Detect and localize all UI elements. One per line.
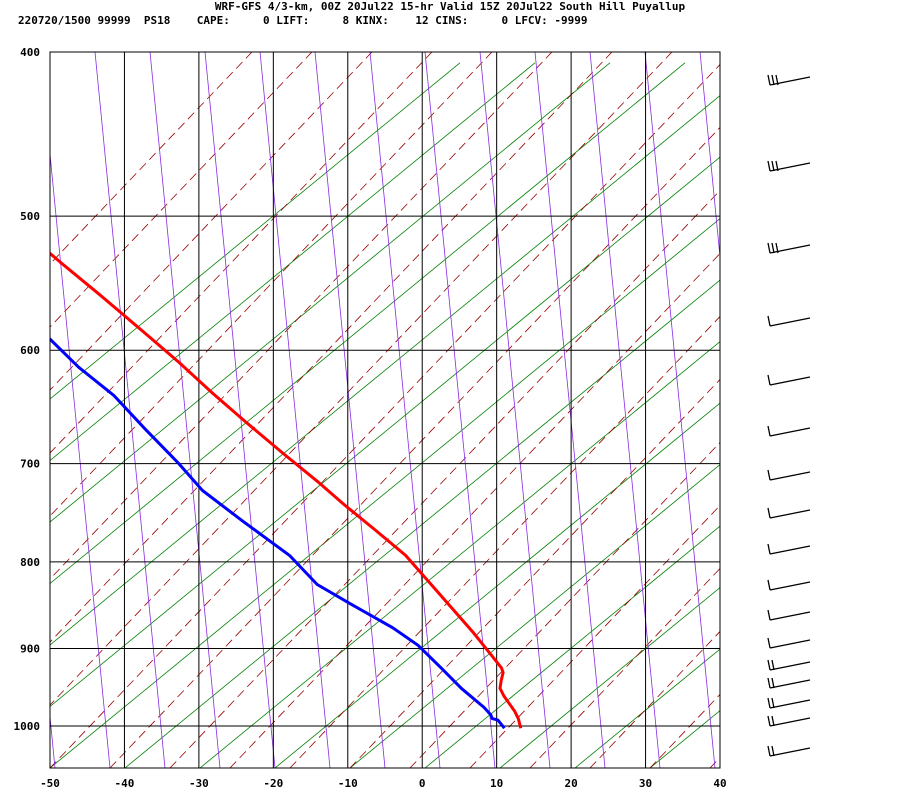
moist-adiabat [890, 12, 900, 768]
moist-adiabat [50, 52, 673, 706]
dry-adiabat [800, 63, 900, 768]
wind-barb [767, 74, 811, 86]
moist-adiabat [529, 567, 720, 768]
moist-adiabat [50, 52, 553, 580]
y-tick-label: 500 [20, 210, 40, 223]
wind-barb [767, 315, 811, 327]
x-tick-label: 10 [490, 777, 503, 790]
chart-title: WRF-GFS 4/3-km, 00Z 20Jul22 15-hr Valid … [214, 0, 686, 13]
dry-adiabat [725, 63, 900, 768]
y-tick-label: 900 [20, 642, 40, 655]
moist-adiabat [229, 252, 720, 768]
moist-adiabat [50, 52, 613, 643]
x-tick-label: 40 [713, 777, 726, 790]
dry-adiabat [875, 63, 900, 768]
dry-adiabat [649, 710, 720, 768]
wind-barb [767, 637, 811, 649]
moist-adiabat [649, 693, 720, 768]
wind-barb [767, 374, 811, 386]
y-tick-label: 600 [20, 344, 40, 357]
wind-barb [767, 579, 811, 591]
moist-adiabat [709, 756, 720, 768]
dry-adiabat [349, 464, 720, 768]
mixing-ratio-line [479, 52, 551, 768]
moist-adiabat [409, 441, 720, 768]
moist-adiabat [50, 52, 373, 391]
y-tick-label: 1000 [14, 720, 41, 733]
x-tick-label: -30 [189, 777, 209, 790]
moist-adiabat [830, 12, 900, 768]
dry-adiabat [50, 62, 536, 462]
x-tick-label: -50 [40, 777, 60, 790]
dry-adiabat [50, 218, 720, 768]
dry-adiabat [50, 62, 461, 400]
moist-adiabat [289, 315, 720, 768]
moist-adiabat [469, 504, 720, 768]
dewpoint-trace [50, 336, 506, 730]
moist-adiabat [50, 52, 493, 517]
moist-adiabat [50, 52, 433, 454]
dry-adiabat [50, 62, 686, 585]
wind-barb [767, 543, 811, 555]
dry-adiabat [124, 279, 720, 768]
dry-adiabat [199, 341, 720, 768]
moist-adiabat [589, 630, 720, 768]
temperature-trace [50, 251, 523, 729]
wind-barb [767, 425, 811, 437]
mixing-ratio-line [314, 52, 386, 768]
wind-barb [767, 609, 811, 621]
dry-adiabat [50, 62, 611, 523]
moist-adiabat [169, 189, 720, 768]
moist-adiabat [109, 126, 720, 768]
x-tick-label: 30 [639, 777, 652, 790]
mixing-ratio-line [204, 52, 276, 768]
wind-barb [767, 242, 811, 254]
mixing-ratio-line [50, 712, 56, 768]
y-tick-label: 400 [20, 46, 40, 59]
x-tick-label: -40 [115, 777, 135, 790]
wind-barb [767, 507, 811, 519]
moist-adiabat [50, 52, 313, 328]
wind-barb [767, 715, 811, 727]
wind-barb [767, 697, 811, 709]
mixing-ratio-line [699, 52, 720, 261]
moist-adiabat [50, 52, 253, 265]
moist-adiabat [349, 378, 720, 768]
dry-adiabat [50, 95, 720, 646]
moist-adiabat [50, 63, 720, 768]
moist-adiabat [770, 12, 900, 768]
dry-adiabat [274, 402, 720, 768]
wind-barb [767, 469, 811, 481]
y-tick-label: 800 [20, 556, 40, 569]
mixing-ratio-line [589, 52, 661, 768]
wind-barb [767, 745, 811, 757]
y-tick-label: 700 [20, 458, 40, 471]
plot-frame [49, 51, 721, 769]
x-tick-label: -20 [263, 777, 283, 790]
sounding-indices: 220720/1500 99999 PS18 CAPE: 0 LIFT: 8 K… [18, 14, 588, 27]
wind-barb [767, 677, 811, 689]
x-tick-label: 20 [564, 777, 577, 790]
dry-adiabat [50, 156, 720, 708]
x-tick-label: -10 [338, 777, 358, 790]
wind-barb [767, 160, 811, 172]
mixing-ratio-line [644, 52, 716, 768]
dry-adiabat [424, 525, 720, 768]
dry-adiabat [499, 587, 720, 768]
mixing-ratio-line [369, 52, 441, 768]
x-tick-label: 0 [419, 777, 426, 790]
dry-adiabat [574, 648, 720, 768]
wind-barb [767, 659, 811, 671]
